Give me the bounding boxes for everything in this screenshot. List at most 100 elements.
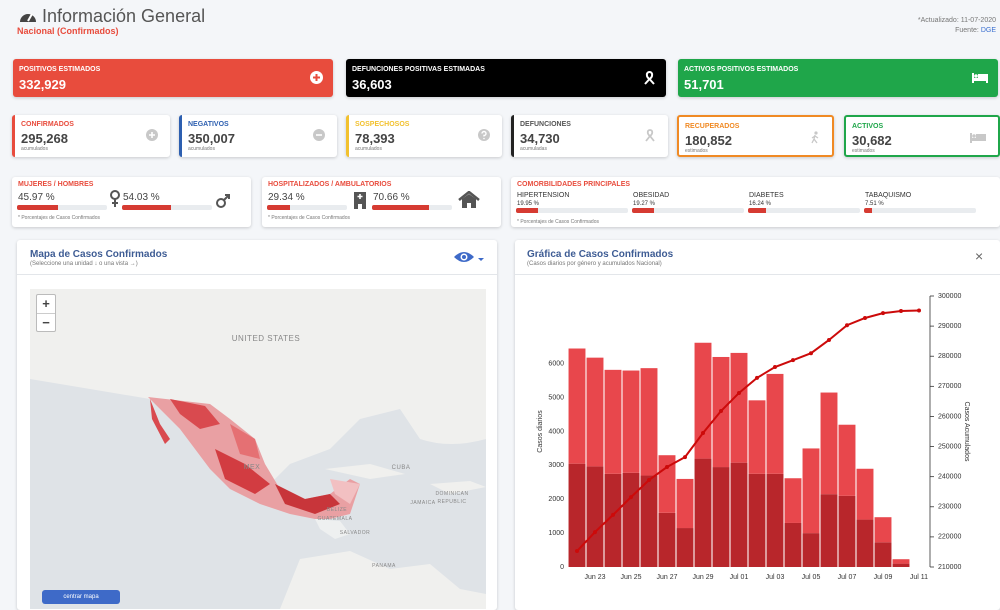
x-tick-label: Jul 07: [838, 574, 857, 581]
progress-bar: [632, 208, 654, 213]
y2-tick-label: 210000: [938, 564, 961, 571]
bar-segment: [568, 348, 586, 464]
card-label: DEFUNCIONES POSITIVAS ESTIMADAS: [352, 66, 485, 73]
line-point: [701, 431, 705, 436]
bar-segment: [694, 458, 712, 567]
line-point: [719, 409, 723, 414]
stat-card: DEFUNCIONES 34,730 acumuladas: [511, 115, 668, 157]
percent-label: 54.03 %: [123, 192, 160, 203]
card-label: ACTIVOS: [852, 123, 884, 130]
map-label: PANAMA: [372, 563, 396, 569]
map-label: BELIZE: [327, 507, 347, 513]
bar-segment: [622, 472, 640, 567]
progress-bar: [748, 208, 767, 213]
divider: [17, 274, 497, 275]
source-link[interactable]: DGE: [980, 27, 996, 34]
bar-segment: [856, 468, 874, 520]
y2-tick-label: 240000: [938, 474, 961, 481]
bar-segment: [694, 342, 712, 459]
bar-segment: [640, 475, 658, 567]
page-subtitle: Nacional (Confirmados): [17, 26, 119, 36]
center-map-button[interactable]: centrar mapa: [42, 590, 120, 604]
line-point: [827, 337, 831, 342]
hospital-icon: [354, 192, 366, 209]
progress-track: [372, 205, 452, 210]
zoom-out[interactable]: −: [42, 315, 50, 330]
progress-track: [516, 208, 628, 213]
bar-segment: [730, 462, 748, 567]
view-toggle[interactable]: [453, 250, 485, 266]
card-value: 34,730: [520, 131, 560, 146]
x-tick-label: Jul 11: [910, 574, 928, 581]
y-tick-label: 5000: [548, 394, 564, 401]
comorbidities-card: COMORBILIDADES PRINCIPALES * Porcentajes…: [511, 177, 1000, 227]
y2-tick-label: 270000: [938, 383, 961, 390]
bar-segment: [676, 478, 694, 529]
card-note: estimados: [852, 148, 875, 154]
map-label: JAMAICA: [410, 500, 435, 506]
card-label: DEFUNCIONES: [520, 121, 571, 128]
percent-label: 70.66 %: [373, 192, 410, 203]
progress-bar: [122, 205, 171, 210]
progress-track: [122, 205, 212, 210]
bar-segment: [766, 373, 784, 474]
close-button[interactable]: ×: [975, 248, 984, 264]
male-icon: [216, 194, 230, 208]
y2-tick-label: 250000: [938, 443, 961, 450]
card-label: ACTIVOS POSITIVOS ESTIMADOS: [684, 66, 799, 73]
bar-segment: [820, 392, 838, 495]
card-value: 36,603: [352, 77, 392, 92]
card-label: NEGATIVOS: [188, 121, 229, 128]
panel-subtitle: (Casos diarios por género y acumulados N…: [527, 261, 662, 267]
ribbon-icon: [644, 71, 655, 85]
y2-tick-label: 300000: [938, 293, 961, 300]
bar-segment: [676, 528, 694, 567]
bar-segment: [838, 424, 856, 496]
card-value: 30,682: [852, 133, 892, 148]
chart-panel: Gráfica de Casos Confirmados (Casos diar…: [515, 240, 1000, 610]
line-point: [665, 465, 669, 470]
comorbidity-name: OBESIDAD: [633, 192, 670, 199]
line-point: [593, 530, 597, 535]
map-label: GUATEMALA: [318, 516, 353, 522]
y-tick-label: 6000: [548, 361, 564, 368]
card-value: 350,007: [188, 131, 235, 146]
line-point: [809, 351, 813, 356]
line-point: [791, 358, 795, 363]
zoom-in[interactable]: +: [37, 295, 55, 314]
card-value: 51,701: [684, 77, 724, 92]
card-note: acumuladas: [520, 146, 547, 152]
card-note: * Porcentajes de Casos Confirmados: [517, 219, 599, 225]
x-tick-label: Jun 29: [692, 574, 713, 581]
comorbidity-name: DIABETES: [749, 192, 784, 199]
panel-title: Gráfica de Casos Confirmados: [527, 249, 674, 260]
y2-tick-label: 290000: [938, 323, 961, 330]
card-title: HOSPITALIZADOS / AMBULATORIOS: [268, 181, 392, 188]
card-note: estimados: [685, 148, 708, 154]
female-icon: [110, 190, 120, 207]
comorbidity-name: HIPERTENSION: [517, 192, 570, 199]
bar-segment: [820, 494, 838, 567]
bar-segment: [730, 352, 748, 463]
panel-subtitle: (Seleccione una unidad ↓ o una vista →): [30, 261, 138, 267]
bar-segment: [802, 533, 820, 567]
x-tick-label: Jul 09: [874, 574, 893, 581]
card-label: POSITIVOS ESTIMADOS: [19, 66, 101, 73]
line-point: [755, 375, 759, 380]
zoom-control: + −: [36, 294, 56, 332]
line-point: [845, 323, 849, 328]
gender-card: MUJERES / HOMBRES 45.97 % 54.03 % * Porc…: [12, 177, 251, 227]
bar-segment: [802, 448, 820, 534]
card-title: MUJERES / HOMBRES: [18, 181, 94, 188]
map-label: SALVADOR: [340, 530, 371, 536]
card-note: acumulados: [188, 146, 215, 152]
progress-track: [632, 208, 744, 213]
comorbidity-percent: 19.27 %: [633, 201, 656, 207]
card-label: RECUPERADOS: [685, 123, 740, 130]
progress-bar: [864, 208, 873, 213]
bar-segment: [604, 369, 622, 474]
comorbidity-name: TABAQUISMO: [865, 192, 912, 199]
plus-icon: [310, 71, 323, 84]
